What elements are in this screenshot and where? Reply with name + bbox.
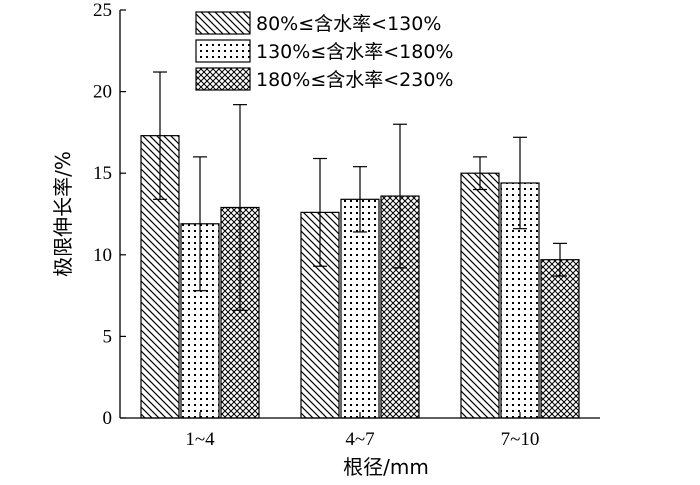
error-bars-layer: [153, 71, 567, 311]
x-tick-label: 7~10: [501, 429, 540, 450]
y-tick-label: 20: [93, 82, 112, 103]
legend-label: 130%≤含水率<180%: [256, 41, 453, 63]
bar: [460, 172, 500, 419]
y-tick-label: 5: [103, 326, 113, 347]
y-tick-label: 15: [93, 163, 112, 184]
y-tick-label: 10: [93, 245, 112, 266]
legend-label: 80%≤含水率<130%: [256, 13, 441, 35]
x-tick-label: 1~4: [185, 429, 215, 450]
x-axis-title: 根径/mm: [343, 455, 429, 479]
y-tick-label: 25: [93, 0, 112, 21]
legend-swatch: [195, 39, 251, 63]
legend-swatch: [195, 11, 251, 35]
y-axis-title: 极限伸长率/%: [51, 151, 75, 277]
bar: [540, 259, 580, 419]
legend: 80%≤含水率<130% 130%≤含水率<180% 180%≤含水率<230%: [195, 11, 453, 91]
x-tick-label: 4~7: [345, 429, 374, 450]
y-ticks: 0 5 10 15 20 25: [93, 0, 126, 429]
legend-swatch: [195, 67, 251, 91]
x-ticks: 1~4 4~7 7~10: [185, 412, 539, 450]
bar: [300, 211, 340, 419]
legend-label: 180%≤含水率<230%: [256, 69, 453, 91]
y-tick-label: 0: [103, 408, 113, 429]
